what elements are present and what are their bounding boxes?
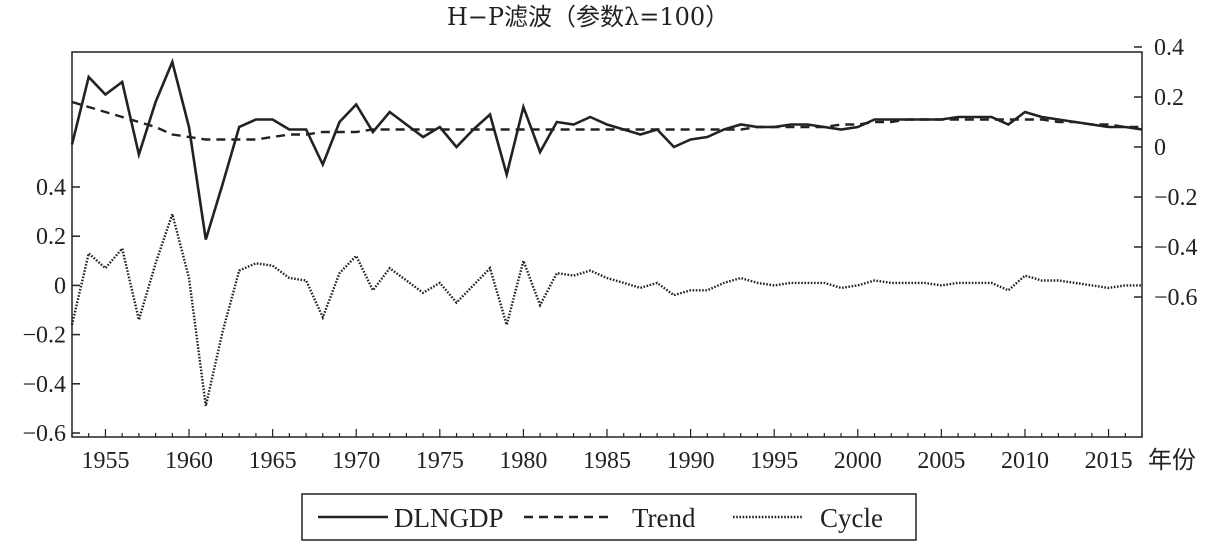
legend: DLNGDP Trend Cycle: [301, 493, 917, 541]
right-tick-label: 0.2: [1154, 85, 1184, 111]
left-tick-label: 0: [54, 273, 66, 299]
legend-label-trend: Trend: [632, 503, 696, 533]
x-axis: 1955 1960 1965 1970 1975 1980 1985 1990 1995 2000…: [71, 429, 1143, 474]
plot-frame: [71, 51, 1143, 438]
x-tick-label: 1955: [81, 448, 129, 474]
x-tick-label: 1995: [750, 448, 798, 474]
right-tick-label: −0.2: [1154, 185, 1198, 211]
series-layer: [70, 57, 1143, 407]
series-line-trend: [71, 100, 1142, 141]
right-tick-label: −0.4: [1154, 235, 1198, 261]
legend-label-cycle: Cycle: [820, 503, 883, 533]
x-axis-label: 年份: [1148, 447, 1196, 474]
left-tick-label: 0.4: [36, 175, 66, 201]
legend-box: [301, 493, 917, 541]
x-tick-label: 2005: [917, 448, 965, 474]
left-tick-label: 0.2: [36, 224, 66, 250]
left-tick-label: −0.2: [22, 323, 66, 349]
x-tick-label: 1975: [416, 448, 464, 474]
x-tick-label: 1980: [499, 448, 547, 474]
right-tick-label: 0: [1154, 135, 1166, 161]
chart-title: H−P滤波（参数λ=100）: [447, 3, 729, 31]
left-tick-label: −0.6: [22, 421, 66, 447]
legend-label-dlngdp: DLNGDP: [394, 503, 504, 533]
x-tick-label: 1965: [249, 448, 297, 474]
x-tick-label: 1970: [332, 448, 380, 474]
x-tick-label: 2000: [834, 448, 882, 474]
x-tick-label: 1960: [165, 448, 213, 474]
x-tick-label: 1985: [583, 448, 631, 474]
left-axis: 0.4 0.2 0 −0.2 −0.4 −0.6: [22, 175, 80, 447]
right-axis: 0.4 0.2 0 −0.2 −0.4 −0.6: [1134, 35, 1198, 311]
x-tick-label: 2015: [1085, 448, 1133, 474]
left-tick-label: −0.4: [22, 372, 66, 398]
right-tick-label: 0.4: [1154, 35, 1184, 61]
x-tick-label: 1990: [667, 448, 715, 474]
series-line-dlngdp: [70, 57, 1143, 240]
x-tick-label: 2010: [1001, 448, 1049, 474]
series-line-cycle: [70, 209, 1142, 407]
right-tick-label: −0.6: [1154, 285, 1198, 311]
